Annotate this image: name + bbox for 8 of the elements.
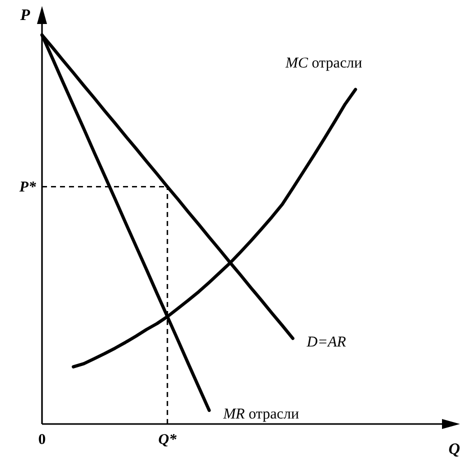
x-tick-label: 0: [38, 432, 46, 448]
series-label: MC отрасли: [284, 55, 362, 72]
x-tick-label: Q*: [158, 432, 178, 448]
series-label: D=AR: [306, 334, 346, 350]
x-axis-title: Q: [448, 441, 460, 458]
y-axis-title: P: [19, 7, 30, 24]
ref-line-label: P*: [19, 180, 36, 196]
series-label: MR отрасли: [222, 406, 299, 422]
